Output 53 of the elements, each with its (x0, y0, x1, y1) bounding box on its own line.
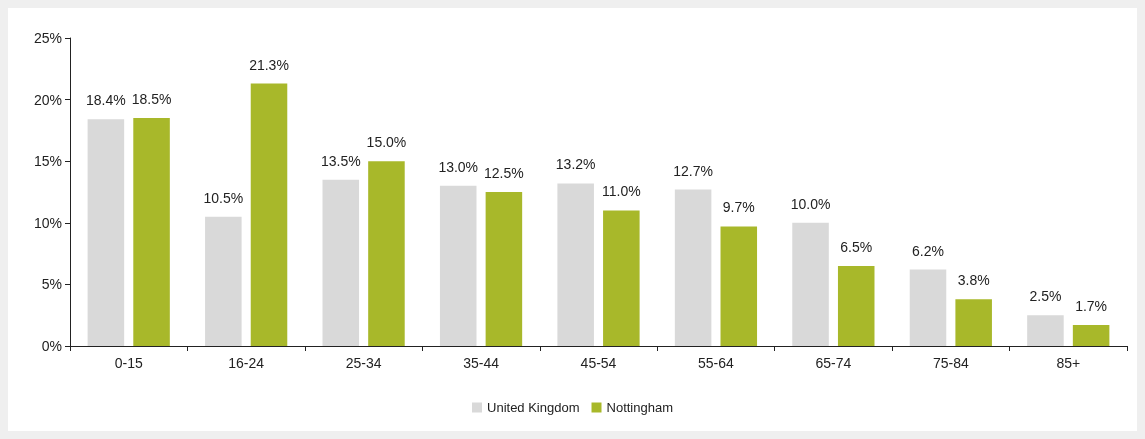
x-tick-label: 65-74 (815, 355, 852, 371)
data-label: 18.4% (86, 92, 126, 109)
data-label: 12.7% (673, 162, 713, 179)
x-tick-label: 85+ (1056, 355, 1081, 371)
x-tick-label: 25-34 (345, 355, 382, 371)
data-label: 2.5% (1029, 288, 1062, 305)
data-label: 9.7% (722, 199, 755, 216)
y-tick-label: 5% (41, 276, 62, 293)
bar (955, 299, 992, 346)
bar (368, 161, 405, 346)
bar (485, 192, 523, 346)
y-tick-label: 15% (33, 153, 62, 170)
x-tick-label: 55-64 (698, 355, 735, 371)
bar (909, 269, 947, 346)
bar (250, 83, 288, 346)
data-label: 12.5% (484, 165, 524, 181)
bar (837, 265, 875, 346)
data-label: 15.0% (366, 134, 407, 151)
bar (792, 222, 829, 346)
bar (87, 119, 125, 346)
bar (557, 183, 594, 346)
data-label: 13.2% (555, 156, 596, 173)
legend-label: Nottingham (606, 400, 673, 415)
data-label: 10.5% (203, 189, 244, 206)
bar (439, 185, 477, 346)
bar (205, 216, 242, 346)
bar (720, 226, 758, 346)
x-tick-label: 16-24 (228, 355, 265, 371)
data-label: 11.0% (602, 183, 641, 200)
data-label: 6.5% (840, 238, 873, 255)
y-tick-label: 25% (33, 30, 62, 46)
x-tick-label: 0-15 (114, 355, 143, 371)
data-label: 13.5% (320, 152, 361, 169)
bar (322, 179, 360, 346)
x-tick-label: 45-54 (580, 355, 617, 371)
bar (603, 210, 640, 346)
y-tick-label: 10% (33, 214, 62, 231)
bar (1072, 325, 1110, 346)
bar (674, 189, 712, 346)
data-label: 1.7% (1075, 298, 1108, 315)
data-label: 6.2% (912, 242, 944, 259)
data-label: 13.0% (438, 158, 479, 175)
x-tick-label: 35-44 (463, 355, 500, 371)
x-tick-label: 75-84 (932, 355, 969, 371)
legend-label: United Kingdom (487, 400, 580, 415)
bar (133, 118, 170, 346)
data-label: 21.3% (249, 56, 289, 73)
data-label: 10.0% (790, 195, 831, 212)
data-label: 18.5% (131, 91, 172, 108)
y-tick-label: 20% (33, 91, 62, 108)
bar (1027, 315, 1064, 346)
data-label: 3.8% (957, 272, 990, 289)
y-tick-label: 0% (41, 338, 62, 354)
